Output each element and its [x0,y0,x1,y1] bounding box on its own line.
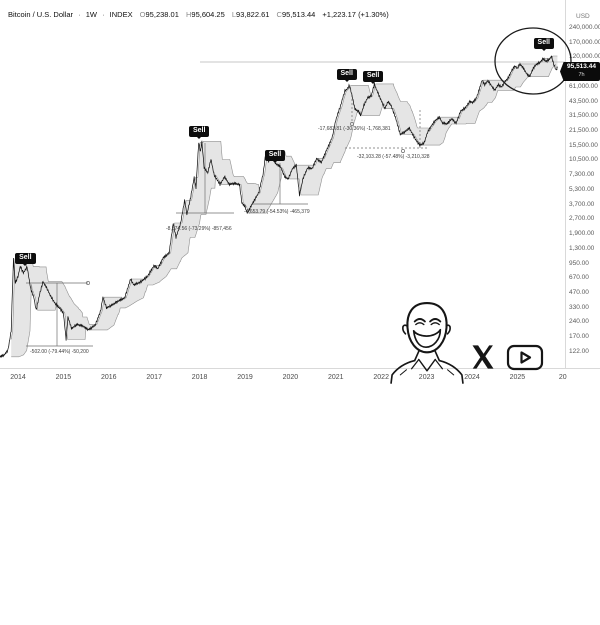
time-axis-label: 2016 [101,374,117,381]
time-axis-label: 20 [558,374,567,381]
watermark: @ali_charts [386,294,586,384]
close-key: C [276,10,282,19]
high-value: 95,604.25 [191,10,225,19]
price-axis-label: 470.00 [569,288,589,296]
price-axis-label: 670.00 [569,274,589,282]
indicator-band [11,56,558,357]
price-axis-label: 330.00 [569,303,589,311]
time-axis-label: 2024 [464,374,480,381]
market-label: INDEX [109,10,133,19]
price-axis-label: 1,900.00 [569,230,595,238]
face-sketch-icon [390,302,464,384]
currency-label: USD [576,13,590,20]
price-axis-label: 240.00 [569,318,589,326]
high-key: H [185,10,192,19]
bar-countdown: 7h [578,72,585,78]
price-axis-label: 31,500.00 [569,112,598,120]
price-axis-label: 170.00 [569,333,589,341]
last-price-value: 95,513.44 [567,63,596,70]
price-axis-label: 170,000.00 [569,38,600,46]
symbol-title-bar[interactable]: Bitcoin / U.S. Dollar · 1W · INDEX O95,2… [8,10,389,19]
time-axis-label: 2017 [146,374,162,381]
price-axis-label: 122.00 [569,347,589,355]
open-key: O [139,10,146,19]
price-axis-label: 21,500.00 [569,127,598,135]
time-axis-label: 2015 [55,374,72,381]
time-axis-label: 2018 [191,374,208,381]
price-axis-label: 5,300.00 [569,185,595,193]
time-axis-label: 2019 [237,374,253,381]
separator-dot: · [102,10,105,19]
price-axis-border [565,0,566,368]
low-key: L [231,10,237,19]
open-value: 95,238.01 [145,10,179,19]
interval-label[interactable]: 1W [85,10,97,19]
price-axis-label: 240,000.00 [569,24,600,31]
price-axis-label: 2,700.00 [569,215,595,223]
range-endpoint-marker[interactable] [401,149,405,153]
x-logo-icon [472,345,494,369]
price-line [0,55,558,359]
time-axis-label: 2023 [418,374,435,381]
time-axis-label: 2021 [328,374,344,381]
price-chart[interactable] [0,0,600,416]
price-axis-label: 10,500.00 [569,156,598,164]
price-axis-label: 7,300.00 [569,171,595,179]
symbol-name[interactable]: Bitcoin / U.S. Dollar [8,10,74,19]
price-axis-label: 3,700.00 [569,200,595,208]
price-axis-label: 61,000.00 [569,82,598,90]
time-axis-label: 2014 [10,374,26,381]
price-axis-label: 120,000.00 [569,53,600,61]
price-axis-label: 15,500.00 [569,141,598,149]
price-axis-label: 43,500.00 [569,97,598,105]
range-endpoint-marker[interactable] [350,122,354,126]
time-axis-border [0,368,600,369]
time-axis-label: 2020 [282,374,299,381]
highlight-circle-annotation[interactable] [494,27,572,95]
price-axis-label: 1,300.00 [569,244,595,252]
last-price-tag: 95,513.44 7h [560,62,600,81]
close-value: 95,513.44 [281,10,316,19]
time-axis-label: 2025 [509,374,526,381]
range-endpoint-marker[interactable] [86,281,90,285]
low-value: 93,822.61 [236,10,270,19]
time-axis-label: 2022 [373,374,389,381]
youtube-logo-icon [506,344,544,371]
change-value: +1,223.17 (+1.30%) [322,10,389,19]
price-axis-label: 950.00 [569,259,589,267]
separator-dot: · [78,10,81,19]
